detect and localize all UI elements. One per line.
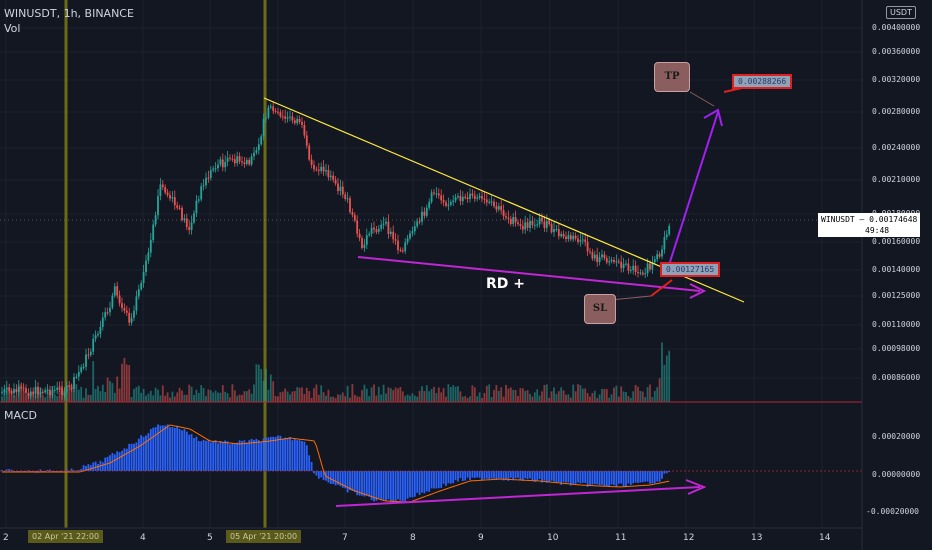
target-arrow-head — [703, 108, 723, 127]
price-axis-tick: 0.00320000 — [872, 75, 921, 84]
time-axis-tick: 10 — [547, 533, 559, 543]
vertical-markers — [64, 0, 267, 528]
time-axis-tick: 5 — [207, 533, 213, 543]
time-axis-tick: 4 — [140, 533, 146, 543]
support-divergence-line[interactable] — [357, 256, 701, 292]
candlesticks — [1, 101, 671, 400]
target-projection-arrow[interactable] — [668, 111, 719, 266]
macd-arrow-head — [685, 479, 707, 495]
macd-label[interactable]: MACD — [4, 409, 37, 422]
take-profit-bubble[interactable]: TP — [654, 62, 690, 92]
price-axis-tick: 0.00280000 — [872, 107, 921, 116]
tp-bubble-pointer — [689, 91, 715, 107]
price-axis-tick: 0.00160000 — [872, 237, 921, 246]
price-axis-tick: 0.00125000 — [872, 291, 921, 300]
take-profit-price-box[interactable]: 0.00288266 — [732, 74, 793, 89]
sl-box-pointer — [650, 279, 673, 297]
price-axis-tick: 0.00110000 — [872, 320, 921, 329]
time-axis-tick: 9 — [478, 533, 484, 543]
volume-label[interactable]: Vol — [4, 22, 21, 35]
macd-axis-tick: 0.00000000 — [872, 470, 921, 479]
symbol-header[interactable]: WINUSDT, 1h, BINANCE — [4, 7, 134, 20]
time-axis-tick: 2 — [3, 533, 9, 543]
last-price-value: 0.00174648 — [869, 215, 918, 224]
price-axis-tick: 0.00240000 — [872, 143, 921, 152]
stop-loss-bubble[interactable]: SL — [584, 294, 616, 324]
currency-selector[interactable]: USDT — [886, 6, 916, 19]
price-axis-tick: 0.00210000 — [872, 175, 921, 184]
time-axis-tick: 12 — [683, 533, 695, 543]
time-axis-tick: 11 — [615, 533, 627, 543]
macd-divergence-line[interactable] — [335, 486, 701, 507]
macd-signal-line — [2, 424, 670, 503]
time-axis-tick: 14 — [819, 533, 831, 543]
time-axis-tick: 13 — [751, 533, 763, 543]
price-axis-tick: 0.00086000 — [872, 373, 921, 382]
macd-axis-tick: -0.00020000 — [866, 507, 919, 516]
stop-loss-price-box[interactable]: 0.00127165 — [660, 262, 721, 277]
price-axis-tick: 0.00140000 — [872, 265, 921, 274]
support-arrow-head — [689, 283, 707, 299]
price-axis-tick: 0.00098000 — [872, 344, 921, 353]
last-price-symbol: WINUSDT — [821, 215, 855, 224]
chart-grid — [0, 0, 862, 528]
crosshair-date-tag: 02 Apr '21 22:00 — [28, 530, 104, 543]
sl-bubble-pointer — [609, 295, 652, 301]
macd-axis-tick: 0.00020000 — [872, 432, 921, 441]
last-price-tag: WINUSDT – 0.00174648 49:48 — [818, 213, 921, 237]
crosshair-date-tag: 05 Apr '21 20:00 — [226, 530, 302, 543]
volume-bars — [1, 342, 671, 402]
time-axis-tick: 8 — [410, 533, 416, 543]
candle-countdown: 49:48 — [865, 226, 890, 235]
pattern-label[interactable]: RD + — [486, 276, 526, 292]
time-axis-tick: 7 — [342, 533, 348, 543]
price-axis-tick: 0.00360000 — [872, 47, 921, 56]
price-axis-tick: 0.00400000 — [872, 23, 921, 32]
